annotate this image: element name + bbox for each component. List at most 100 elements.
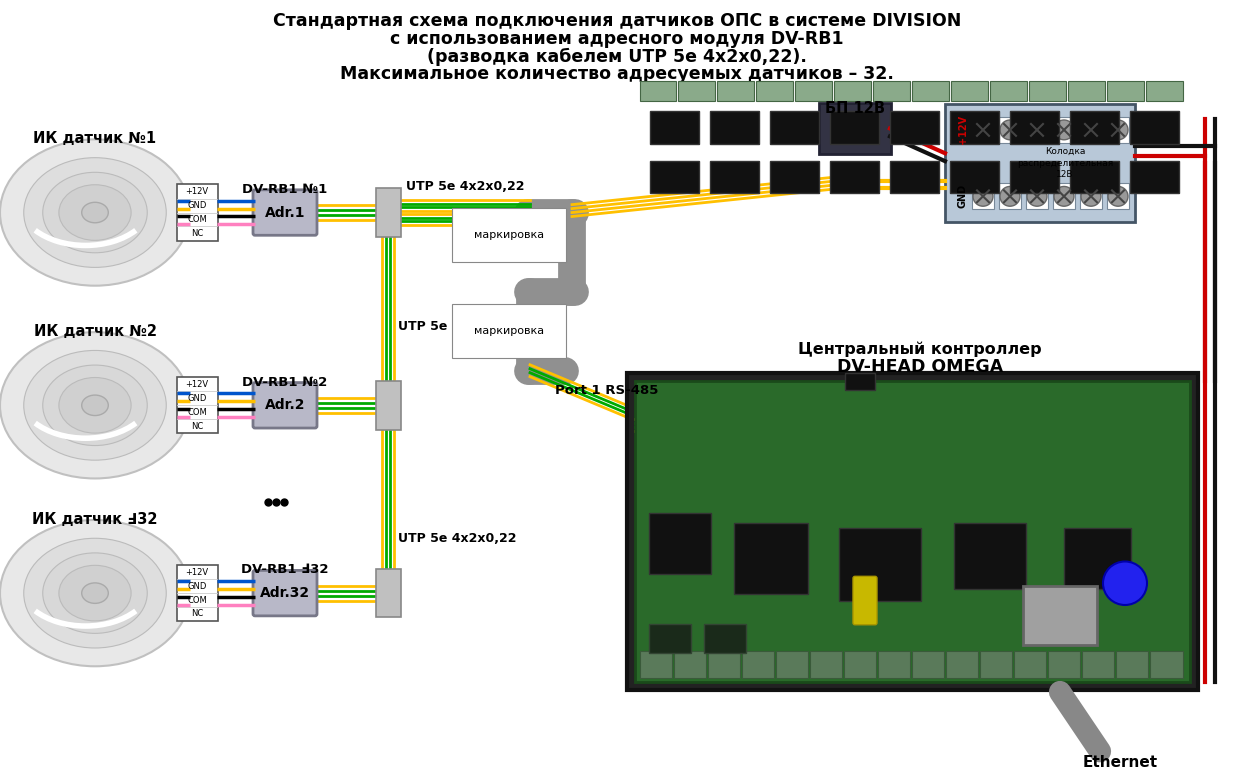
Text: маркировка: маркировка <box>474 326 545 336</box>
FancyBboxPatch shape <box>1107 117 1129 143</box>
Text: GND: GND <box>188 582 206 591</box>
Text: Adr.32: Adr.32 <box>259 586 310 600</box>
FancyBboxPatch shape <box>1014 651 1046 678</box>
FancyBboxPatch shape <box>845 373 876 391</box>
FancyBboxPatch shape <box>734 523 808 594</box>
Circle shape <box>1108 120 1128 140</box>
FancyBboxPatch shape <box>972 184 994 209</box>
Text: Ethernet: Ethernet <box>1082 755 1157 770</box>
Text: +12V: +12V <box>185 568 209 577</box>
FancyBboxPatch shape <box>1053 184 1074 209</box>
Circle shape <box>1081 120 1100 140</box>
Ellipse shape <box>82 583 109 604</box>
Text: БП 12В: БП 12В <box>825 101 885 117</box>
Ellipse shape <box>82 395 109 415</box>
FancyBboxPatch shape <box>1079 117 1102 143</box>
FancyBboxPatch shape <box>769 111 819 144</box>
FancyBboxPatch shape <box>177 378 217 434</box>
Text: Adr.1: Adr.1 <box>264 205 305 219</box>
Ellipse shape <box>43 553 147 633</box>
Circle shape <box>1000 120 1020 140</box>
Text: DV-RB1 Ⅎ32: DV-RB1 Ⅎ32 <box>241 564 329 577</box>
Text: NC: NC <box>191 609 203 618</box>
Ellipse shape <box>23 157 167 267</box>
FancyBboxPatch shape <box>1023 586 1097 645</box>
FancyBboxPatch shape <box>889 161 939 193</box>
FancyBboxPatch shape <box>1068 80 1104 101</box>
FancyBboxPatch shape <box>990 80 1026 101</box>
FancyBboxPatch shape <box>950 161 999 193</box>
FancyBboxPatch shape <box>769 161 819 193</box>
FancyBboxPatch shape <box>673 651 705 678</box>
Text: UTP 5e 4х2х0,22: UTP 5e 4х2х0,22 <box>398 532 516 545</box>
FancyBboxPatch shape <box>253 190 317 235</box>
FancyBboxPatch shape <box>1130 161 1178 193</box>
Ellipse shape <box>43 365 147 445</box>
FancyBboxPatch shape <box>911 651 944 678</box>
Circle shape <box>1103 561 1147 605</box>
Text: DV-RB1 №1: DV-RB1 №1 <box>242 183 327 196</box>
Ellipse shape <box>43 172 147 252</box>
FancyBboxPatch shape <box>776 651 808 678</box>
Circle shape <box>1053 187 1074 206</box>
FancyBboxPatch shape <box>1070 161 1119 193</box>
Text: DV-RB1 №2: DV-RB1 №2 <box>242 376 327 388</box>
Text: +12V: +12V <box>185 188 209 196</box>
FancyBboxPatch shape <box>1065 528 1131 589</box>
FancyBboxPatch shape <box>1107 184 1129 209</box>
FancyBboxPatch shape <box>1107 80 1144 101</box>
Text: Adr.2: Adr.2 <box>264 398 305 412</box>
Text: Port 1 RS-485: Port 1 RS-485 <box>555 384 658 397</box>
FancyBboxPatch shape <box>1026 117 1049 143</box>
FancyBboxPatch shape <box>375 188 400 237</box>
Circle shape <box>1028 187 1047 206</box>
FancyBboxPatch shape <box>375 569 400 618</box>
Text: GND: GND <box>188 201 206 210</box>
FancyBboxPatch shape <box>756 80 793 101</box>
Ellipse shape <box>0 140 190 286</box>
Text: DV-HEAD OMEGA: DV-HEAD OMEGA <box>837 358 1003 376</box>
FancyBboxPatch shape <box>1130 111 1178 144</box>
FancyBboxPatch shape <box>1053 117 1074 143</box>
FancyBboxPatch shape <box>873 80 910 101</box>
FancyBboxPatch shape <box>253 383 317 428</box>
Text: NC: NC <box>191 229 203 238</box>
Ellipse shape <box>82 202 109 223</box>
FancyBboxPatch shape <box>1116 651 1149 678</box>
FancyBboxPatch shape <box>704 624 746 653</box>
Text: маркировка: маркировка <box>474 230 545 240</box>
Ellipse shape <box>23 350 167 460</box>
Text: GND: GND <box>958 185 968 208</box>
FancyBboxPatch shape <box>177 185 217 241</box>
Text: +12V: +12V <box>958 115 968 144</box>
FancyBboxPatch shape <box>718 80 755 101</box>
FancyBboxPatch shape <box>1026 184 1049 209</box>
FancyBboxPatch shape <box>950 111 999 144</box>
FancyBboxPatch shape <box>819 103 890 154</box>
FancyBboxPatch shape <box>795 80 832 101</box>
FancyBboxPatch shape <box>627 373 1198 690</box>
FancyBboxPatch shape <box>1049 651 1081 678</box>
FancyBboxPatch shape <box>972 117 994 143</box>
FancyBboxPatch shape <box>1082 651 1114 678</box>
Text: Колодка
распределительная
12В: Колодка распределительная 12В <box>1016 147 1113 179</box>
FancyBboxPatch shape <box>830 161 878 193</box>
FancyBboxPatch shape <box>709 161 758 193</box>
FancyBboxPatch shape <box>945 103 1135 222</box>
FancyBboxPatch shape <box>953 523 1026 589</box>
FancyBboxPatch shape <box>839 528 921 601</box>
FancyBboxPatch shape <box>640 651 672 678</box>
FancyBboxPatch shape <box>1151 651 1182 678</box>
Circle shape <box>973 120 993 140</box>
FancyBboxPatch shape <box>650 624 692 653</box>
Ellipse shape <box>0 520 190 666</box>
FancyBboxPatch shape <box>844 651 876 678</box>
FancyBboxPatch shape <box>709 111 758 144</box>
Text: COM: COM <box>188 215 207 224</box>
Text: UTP 5e 4х2х0,22: UTP 5e 4х2х0,22 <box>406 180 524 193</box>
Text: COM: COM <box>188 408 207 417</box>
FancyBboxPatch shape <box>999 184 1021 209</box>
FancyBboxPatch shape <box>650 161 699 193</box>
FancyBboxPatch shape <box>1029 80 1066 101</box>
FancyBboxPatch shape <box>650 111 699 144</box>
